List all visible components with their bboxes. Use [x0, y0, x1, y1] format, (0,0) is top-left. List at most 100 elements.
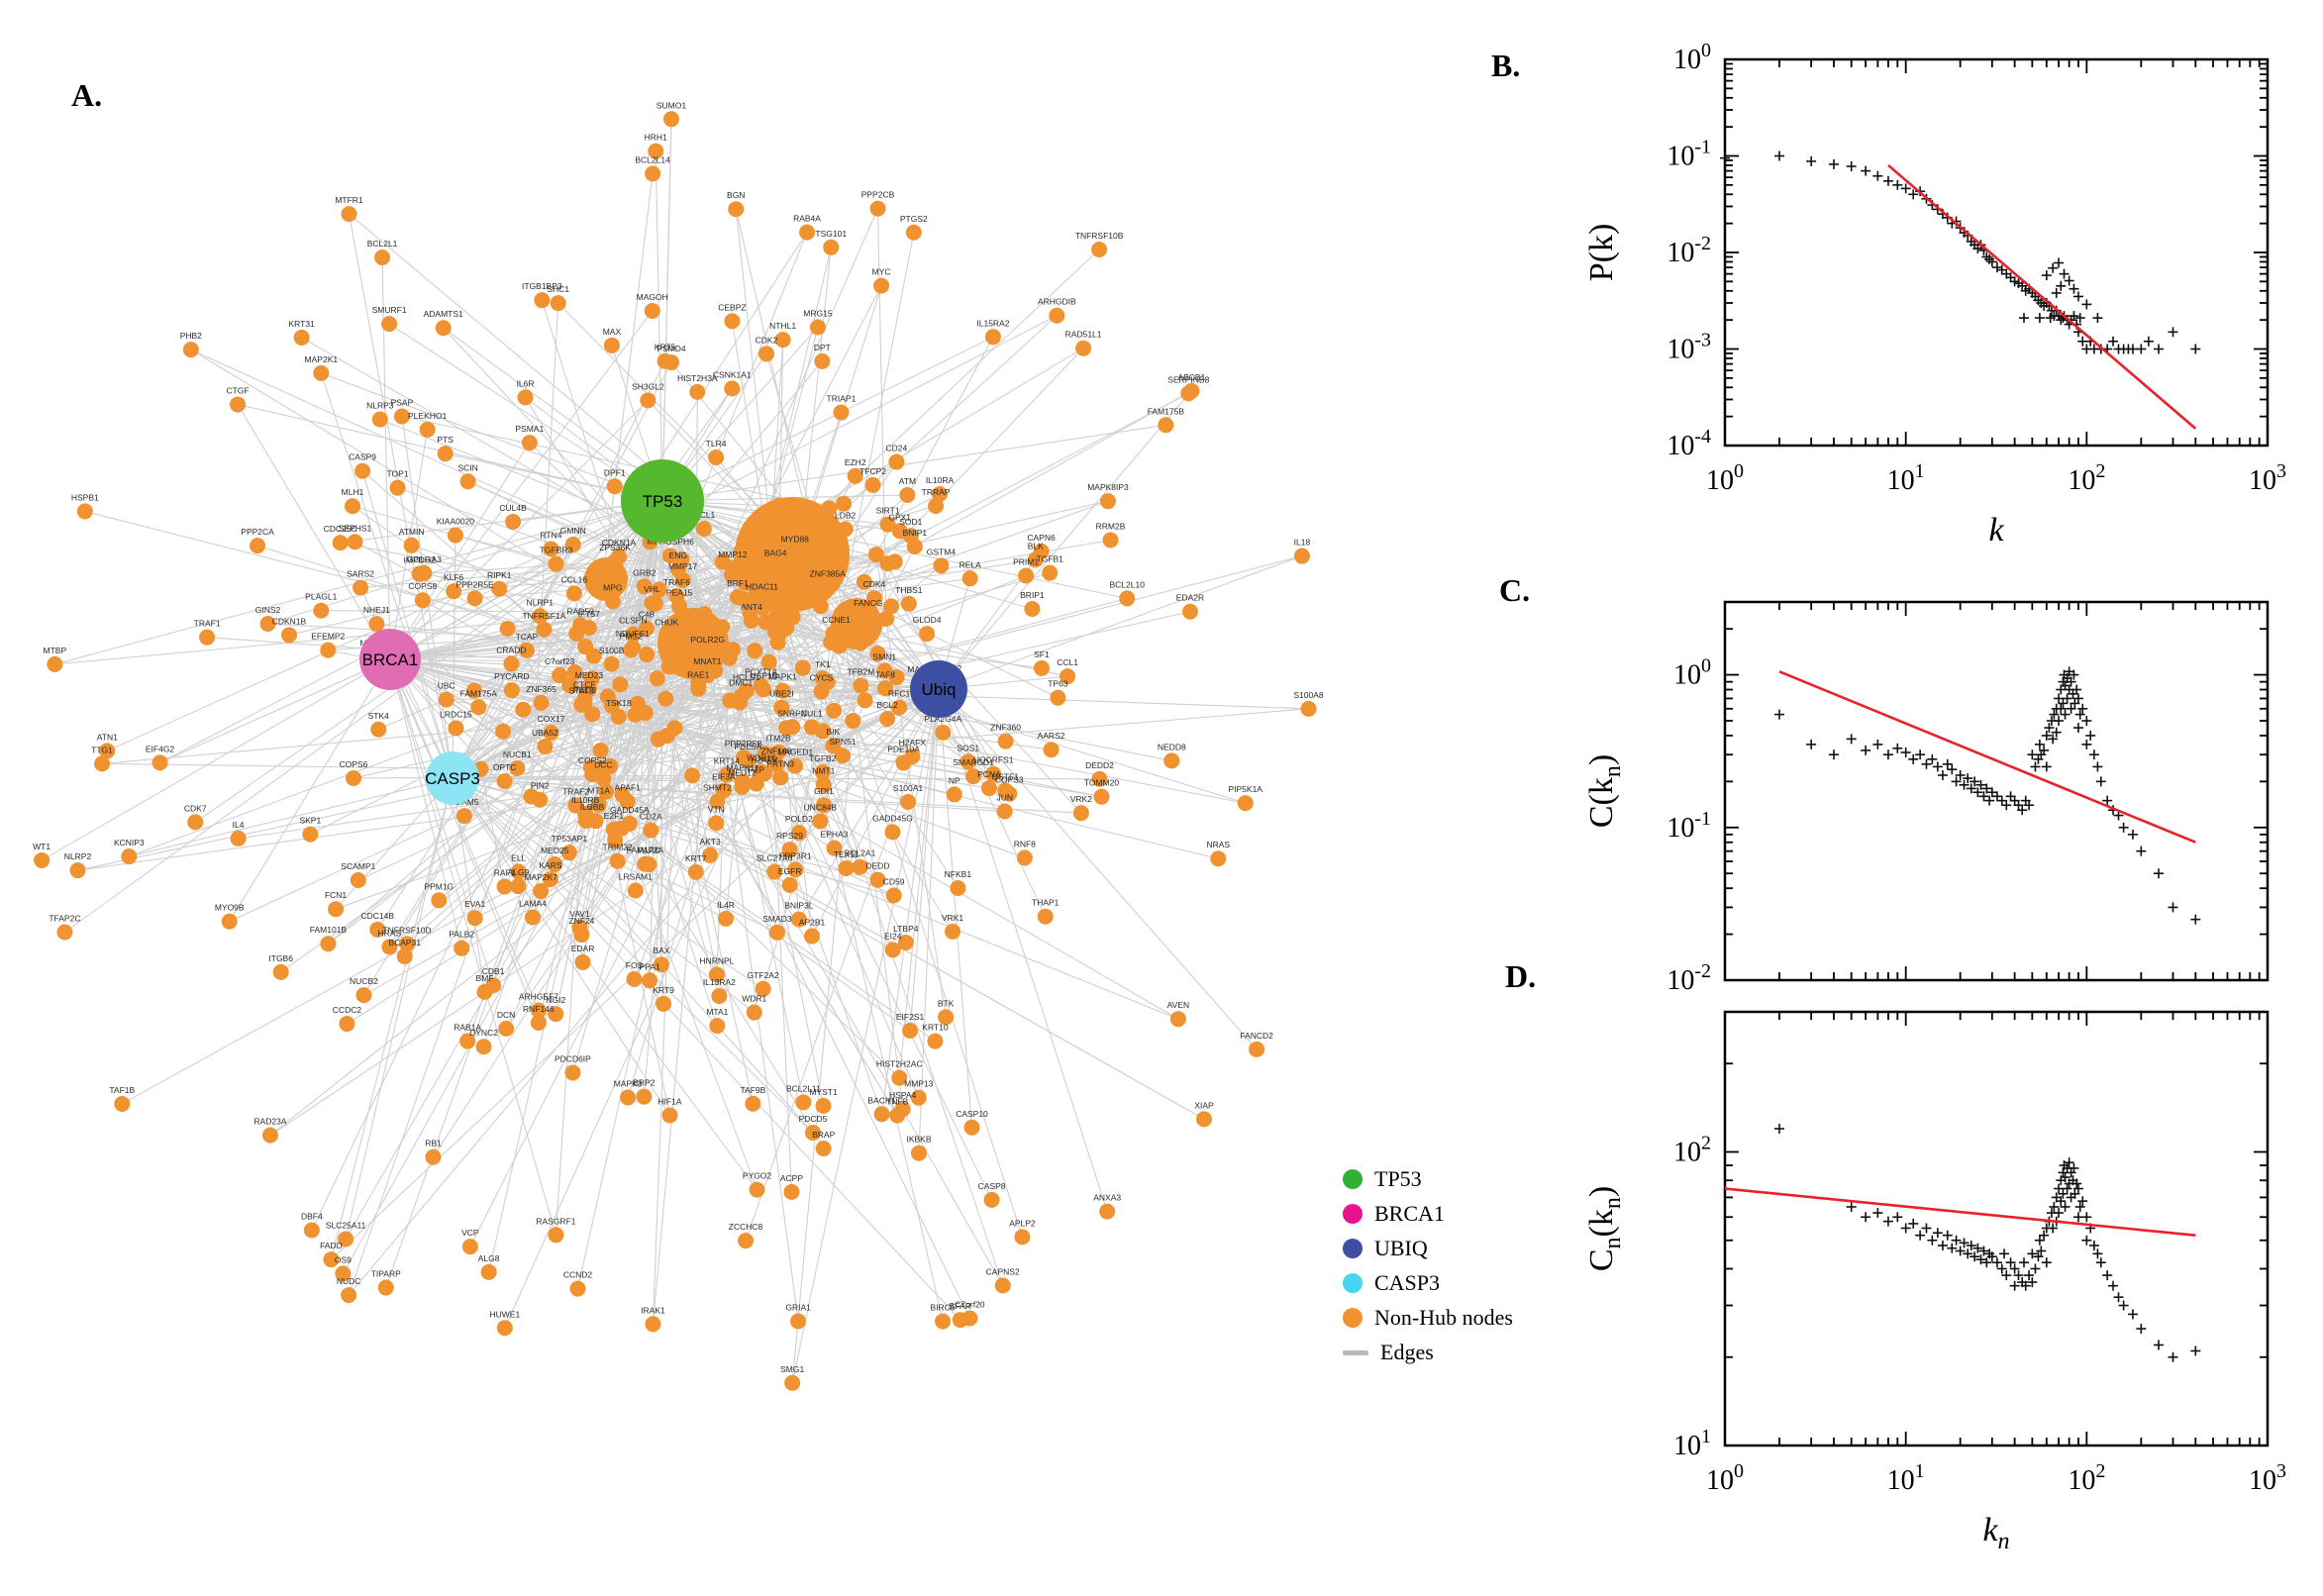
network-edge — [622, 794, 1179, 1020]
network-edge — [353, 774, 693, 779]
y-tick-label: 102 — [1673, 1132, 1711, 1167]
network-node — [259, 616, 276, 633]
network-node — [547, 856, 563, 873]
network-node — [984, 329, 1001, 346]
network-node-label: MT1A — [587, 786, 610, 796]
network-node — [56, 924, 73, 941]
network-node-label: BMF — [476, 973, 494, 983]
network-edge — [875, 554, 947, 1018]
network-node-label: UNC84B — [804, 802, 838, 812]
network-node — [480, 1263, 497, 1280]
network-node-label: FADD — [320, 1241, 343, 1250]
network-node-label: FOS — [626, 960, 644, 970]
network-node — [888, 669, 905, 686]
network-edge — [466, 500, 663, 1042]
network-node — [919, 626, 936, 643]
network-node-label: IL10RA — [926, 475, 955, 485]
network-node-label: MMP13 — [904, 1079, 934, 1089]
network-node-label: SARS2 — [347, 569, 374, 579]
network-node — [621, 815, 638, 832]
fit-line — [1724, 1187, 2196, 1237]
network-node — [786, 545, 803, 561]
network-node-label: RAB1A — [454, 1023, 481, 1033]
network-node — [709, 793, 726, 810]
network-node-label: CASP8 — [978, 1181, 1006, 1191]
network-node — [1163, 752, 1180, 769]
panel-b-label: B. — [1491, 48, 1521, 83]
hub-node-label-TP53: TP53 — [643, 492, 683, 511]
network-node — [754, 592, 770, 609]
network-node — [574, 953, 591, 970]
network-node-label: MTBP — [44, 646, 67, 655]
network-node-label: KCNIP3 — [114, 838, 145, 848]
network-node-label: SMURF1 — [372, 305, 407, 315]
network-node — [661, 548, 678, 564]
network-node-label: RAD50 — [566, 606, 594, 616]
x-tick-label: 101 — [1887, 460, 1925, 496]
hub-node-Ubiq — [910, 660, 967, 718]
network-node — [891, 699, 908, 716]
network-node — [757, 746, 773, 762]
network-node-label: MPG — [603, 583, 622, 593]
network-node-label: ZNF360 — [990, 723, 1021, 733]
network-node-label: ARHGEF7 — [519, 992, 558, 1002]
network-node — [566, 663, 583, 680]
network-node-label: SERPINB8 — [1167, 374, 1209, 384]
network-node-label: CRADD — [496, 645, 526, 654]
network-node-label: TFAP2C — [49, 914, 80, 924]
legend-item: TP53 — [1343, 1166, 1513, 1192]
network-node-label: SNRPN — [777, 708, 807, 718]
network-node-label: PEA15 — [666, 588, 693, 598]
network-node-label: NLRP2 — [64, 851, 92, 861]
network-node-label: SMN1 — [873, 651, 897, 661]
network-node-label: AVEN — [1167, 1000, 1190, 1010]
network-node — [94, 755, 111, 772]
network-node — [381, 316, 398, 333]
network-node — [517, 389, 534, 406]
network-node — [787, 861, 804, 878]
network-node — [711, 988, 728, 1005]
network-node-label: GADD45G — [872, 813, 913, 823]
network-node — [645, 1316, 661, 1333]
network-edge — [614, 500, 663, 841]
network-node-label: BCL2A1 — [845, 848, 876, 858]
network-node-label: IL13RA2 — [703, 977, 736, 987]
network-node-label: BNIP1 — [903, 528, 928, 538]
network-node-label: UBA52 — [532, 728, 558, 738]
network-node — [781, 842, 798, 858]
network-node — [774, 332, 791, 349]
plot-frame — [1723, 1010, 2270, 1447]
node-swatch-icon — [1343, 1204, 1363, 1224]
network-node-label: TRIAP1 — [827, 394, 857, 404]
network-node-label: ALG9 — [507, 867, 529, 877]
network-node — [657, 690, 674, 707]
plot-frame — [1723, 600, 2270, 982]
network-node-label: VAV1 — [569, 909, 590, 919]
network-node — [852, 858, 868, 875]
network-node — [662, 111, 679, 128]
network-node-label: PDE10A — [887, 744, 920, 753]
network-node-label: APAF1 — [615, 783, 642, 793]
network-node-label: THAP1 — [1032, 898, 1060, 908]
network-node-label: CYCS — [810, 672, 834, 682]
network-node-label: MMP12 — [718, 549, 748, 559]
network-node — [873, 277, 890, 294]
network-node-label: CTGF — [226, 386, 249, 396]
network-node — [758, 346, 775, 362]
network-node — [537, 739, 554, 755]
network-node-label: PRIM1 — [1013, 556, 1039, 566]
network-node — [491, 580, 508, 597]
network-node-label: E2F1 — [604, 811, 625, 821]
network-edge — [229, 658, 391, 922]
network-node-label: BIK — [826, 727, 840, 737]
network-node — [879, 711, 896, 728]
network-node-label: CCL16 — [561, 574, 588, 584]
network-edge — [791, 643, 861, 1383]
network-node — [1091, 242, 1108, 258]
node-swatch-icon — [1343, 1169, 1363, 1189]
network-node — [573, 696, 590, 713]
panel-a-label: A. — [71, 77, 103, 113]
network-node — [709, 1018, 726, 1035]
network-node-label: MRG15 — [803, 308, 833, 318]
